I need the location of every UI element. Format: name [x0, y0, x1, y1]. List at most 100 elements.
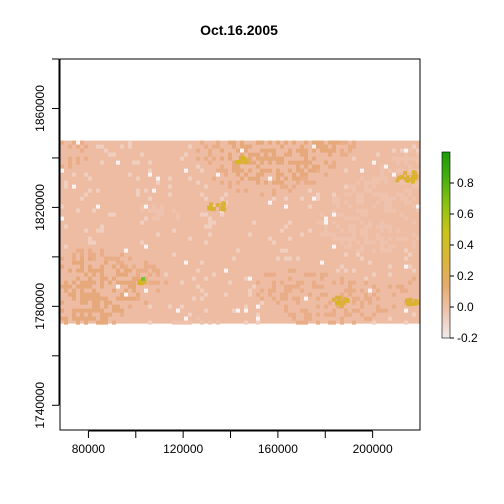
raster-cell — [104, 316, 108, 321]
raster-cell — [208, 152, 212, 157]
raster-cell — [276, 300, 280, 305]
raster-cell — [300, 308, 304, 313]
raster-cell — [412, 184, 416, 189]
raster-cell — [156, 232, 160, 237]
raster-cell — [104, 260, 108, 265]
raster-cell — [280, 180, 284, 185]
raster-patch — [219, 206, 224, 211]
raster-cell — [72, 140, 76, 145]
raster-patch — [244, 159, 249, 164]
raster-cell — [308, 228, 312, 233]
raster-cell — [244, 172, 248, 177]
raster-cell — [300, 280, 304, 285]
raster-patch — [341, 301, 346, 306]
raster-cell — [96, 300, 100, 305]
raster-cell — [280, 280, 284, 285]
raster-cell — [356, 196, 360, 201]
raster-cell — [272, 192, 276, 197]
raster-cell — [344, 244, 348, 249]
raster-cell — [400, 288, 404, 293]
raster-cell — [348, 204, 352, 209]
raster-cell — [184, 260, 188, 265]
raster-cell — [280, 228, 284, 233]
raster-patch — [406, 301, 411, 306]
raster-cell — [304, 140, 308, 145]
raster-cell — [264, 152, 268, 157]
raster-cell — [404, 216, 408, 221]
raster-cell — [168, 176, 172, 181]
raster-cell — [200, 168, 204, 173]
raster-cell — [296, 148, 300, 153]
raster-patch — [405, 175, 410, 180]
raster-cell — [400, 284, 404, 289]
raster-cell — [64, 280, 68, 285]
raster-cell — [144, 260, 148, 265]
raster-cell — [376, 304, 380, 309]
raster-cell — [408, 280, 412, 285]
raster-cell — [332, 320, 336, 325]
raster-cell — [284, 152, 288, 157]
raster-cell — [324, 148, 328, 153]
raster-cell — [60, 216, 64, 221]
raster-cell — [84, 172, 88, 177]
raster-cell — [208, 224, 212, 229]
raster-cell — [236, 148, 240, 153]
raster-cell — [412, 244, 416, 249]
raster-cell — [112, 308, 116, 313]
raster-cell — [336, 224, 340, 229]
raster-cell — [416, 184, 420, 189]
raster-cell — [324, 216, 328, 221]
raster-cell — [256, 156, 260, 161]
raster-cell — [84, 292, 88, 297]
raster-cell — [304, 176, 308, 181]
raster-cell — [144, 268, 148, 273]
raster-cell — [352, 320, 356, 325]
raster-cell — [100, 316, 104, 321]
raster-cell — [268, 140, 272, 145]
raster-cell — [156, 280, 160, 285]
raster-cell — [80, 288, 84, 293]
raster-cell — [384, 208, 388, 213]
raster-cell — [120, 264, 124, 269]
raster-cell — [204, 156, 208, 161]
raster-cell — [228, 156, 232, 161]
raster-cell — [360, 208, 364, 213]
raster-cell — [288, 268, 292, 273]
raster-cell — [180, 304, 184, 309]
raster-cell — [296, 176, 300, 181]
raster-cell — [284, 224, 288, 229]
raster-cell — [244, 276, 248, 281]
raster-cell — [404, 156, 408, 161]
raster-cell — [152, 264, 156, 269]
raster-cell — [352, 144, 356, 149]
raster-cell — [84, 316, 88, 321]
raster-cell — [416, 168, 420, 173]
raster-cell — [256, 280, 260, 285]
raster-cell — [192, 296, 196, 301]
raster-cell — [284, 196, 288, 201]
raster-cell — [292, 296, 296, 301]
raster-cell — [116, 308, 120, 313]
raster-patch — [239, 160, 244, 165]
raster-cell — [284, 304, 288, 309]
raster-cell — [72, 172, 76, 177]
raster-cell — [100, 248, 104, 253]
raster-cell — [352, 184, 356, 189]
raster-cell — [148, 264, 152, 269]
raster-cell — [352, 232, 356, 237]
raster-cell — [324, 220, 328, 225]
raster-cell — [120, 272, 124, 277]
raster-patch — [403, 176, 408, 181]
raster-cell — [148, 196, 152, 201]
raster-cell — [276, 160, 280, 165]
raster-cell — [272, 152, 276, 157]
raster-patch — [207, 206, 212, 211]
raster-cell — [408, 192, 412, 197]
raster-cell — [412, 156, 416, 161]
raster-cell — [372, 192, 376, 197]
raster-cell — [80, 196, 84, 201]
raster-cell — [388, 316, 392, 321]
raster-cell — [224, 172, 228, 177]
raster-cell — [320, 276, 324, 281]
raster-cell — [160, 212, 164, 217]
